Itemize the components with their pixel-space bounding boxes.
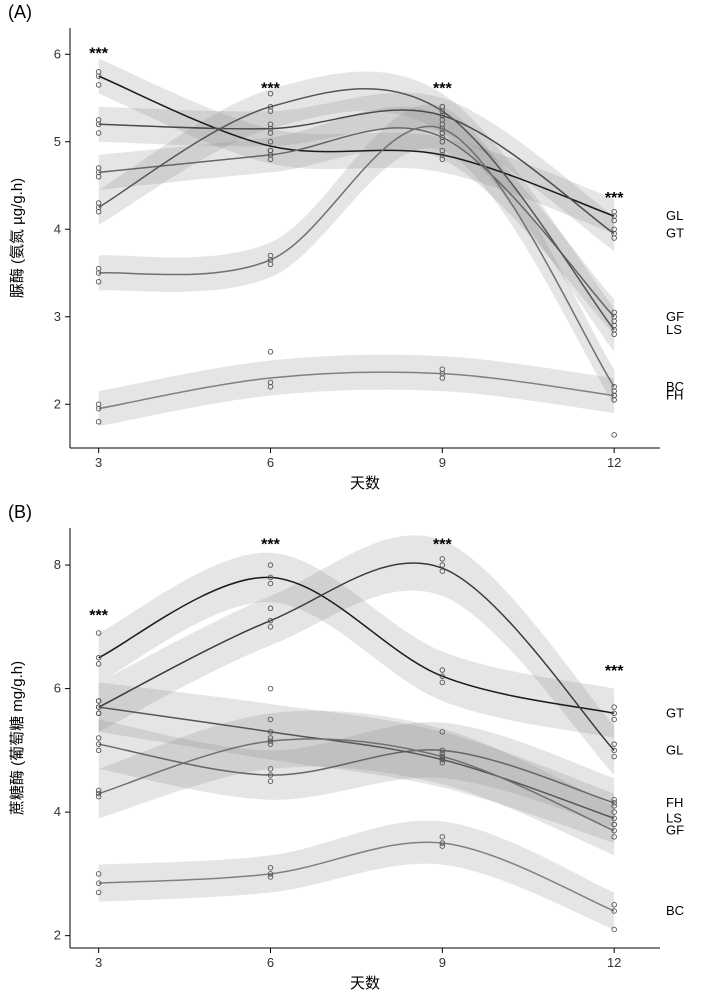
- y-tick-label: 4: [54, 221, 61, 236]
- x-tick-label: 3: [95, 955, 102, 970]
- x-tick-label: 9: [439, 955, 446, 970]
- significance-marker: ***: [89, 608, 108, 625]
- x-tick-label: 3: [95, 455, 102, 470]
- plot-svg: 246836912蔗糖酶 (葡萄糖 mg/g.h)天数GTGLFHLSGFBC*…: [0, 500, 712, 990]
- significance-marker: ***: [89, 46, 108, 63]
- series-label-FH: FH: [666, 388, 683, 403]
- significance-marker: ***: [261, 81, 280, 98]
- y-axis-label: 蔗糖酶 (葡萄糖 mg/g.h): [9, 661, 26, 815]
- series-label-GT: GT: [666, 226, 684, 241]
- x-tick-label: 12: [607, 955, 621, 970]
- panel-label: (A): [8, 2, 32, 23]
- series-label-GF: GF: [666, 823, 684, 838]
- series-label-LS: LS: [666, 322, 682, 337]
- panel-B: (B)246836912蔗糖酶 (葡萄糖 mg/g.h)天数GTGLFHLSGF…: [0, 500, 712, 990]
- y-tick-label: 3: [54, 309, 61, 324]
- data-point: [268, 686, 273, 691]
- x-tick-label: 9: [439, 455, 446, 470]
- plot-svg: 2345636912脲酶 (氨氮 µg/g.h)天数GLGTGFLSBCFH**…: [0, 0, 712, 490]
- series-label-GT: GT: [666, 705, 684, 720]
- series-label-GL: GL: [666, 208, 683, 223]
- y-axis-label: 脲酶 (氨氮 µg/g.h): [9, 178, 26, 298]
- y-tick-label: 2: [54, 928, 61, 943]
- series-label-BC: BC: [666, 903, 684, 918]
- y-tick-label: 4: [54, 804, 61, 819]
- x-axis-label: 天数: [350, 475, 380, 490]
- data-point: [612, 433, 617, 438]
- significance-marker: ***: [605, 190, 624, 207]
- significance-marker: ***: [605, 663, 624, 680]
- y-tick-label: 6: [54, 46, 61, 61]
- x-tick-label: 12: [607, 455, 621, 470]
- ribbon-BC: [99, 821, 615, 930]
- x-tick-label: 6: [267, 455, 274, 470]
- y-tick-label: 2: [54, 396, 61, 411]
- series-label-GL: GL: [666, 742, 683, 757]
- x-tick-label: 6: [267, 955, 274, 970]
- ribbon-FH: [99, 355, 615, 426]
- significance-marker: ***: [433, 537, 452, 554]
- series-label-FH: FH: [666, 795, 683, 810]
- y-tick-label: 8: [54, 557, 61, 572]
- significance-marker: ***: [261, 537, 280, 554]
- y-tick-label: 6: [54, 681, 61, 696]
- y-tick-label: 5: [54, 134, 61, 149]
- x-axis-label: 天数: [350, 975, 380, 990]
- data-point: [268, 349, 273, 354]
- significance-marker: ***: [433, 81, 452, 98]
- figure: (A) 2 3 4 5 6 3 6 9 12 脲酶 (氨氮 µg/g.h) 天数 GL GT GF LS BC F…: [0, 0, 712, 1000]
- panel-label: (B): [8, 502, 32, 523]
- panel-A: (A)2345636912脲酶 (氨氮 µg/g.h)天数GLGTGFLSBCF…: [0, 0, 712, 490]
